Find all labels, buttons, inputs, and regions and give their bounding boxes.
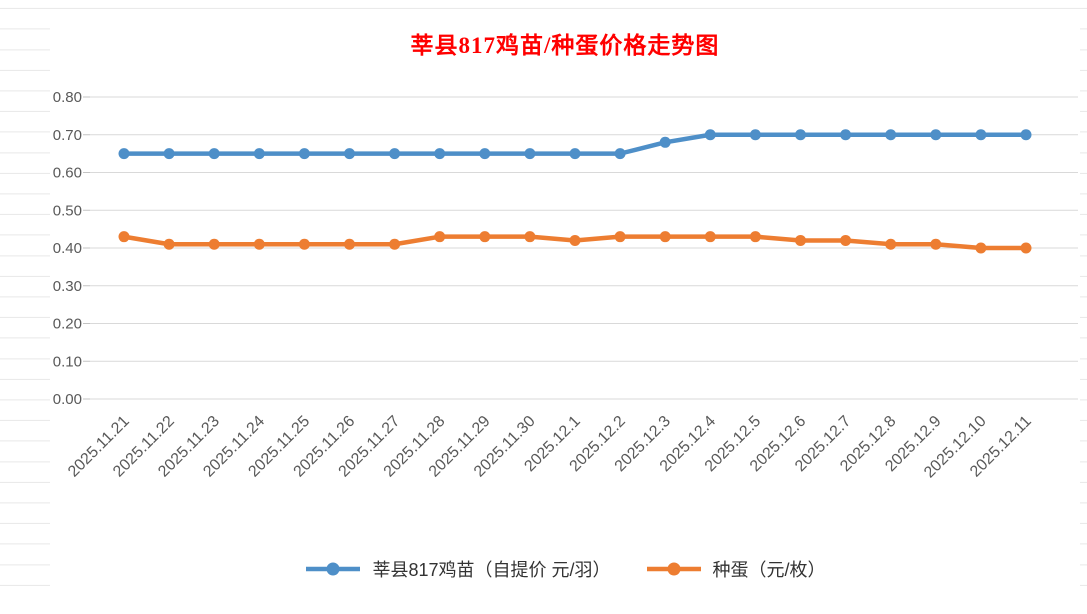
chart-area[interactable]: 莘县817鸡苗/种蛋价格走势图 0.00 0.10 0.20 0.30 0.40 0.50…: [50, 10, 1080, 604]
legend-item-egg-price: 种蛋（元/枚）: [645, 556, 826, 582]
svg-text:0.70: 0.70: [53, 127, 82, 144]
line-chart-plot: 0.000.100.200.300.400.500.600.700.802025…: [53, 89, 1078, 481]
svg-text:0.40: 0.40: [53, 240, 82, 257]
legend-label-chick-price: 莘县817鸡苗（自提价 元/羽）: [372, 560, 611, 580]
legend-item-chick-price: 莘县817鸡苗（自提价 元/羽）: [304, 556, 611, 582]
svg-text:0.60: 0.60: [53, 165, 82, 182]
legend-line-marker-icon: [306, 562, 361, 576]
legend-line-marker-icon: [646, 562, 701, 576]
svg-text:0.20: 0.20: [53, 316, 82, 333]
chart-legend: 莘县817鸡苗（自提价 元/羽） 种蛋（元/枚）: [50, 556, 1080, 582]
svg-text:0.10: 0.10: [53, 353, 82, 370]
svg-text:0.30: 0.30: [53, 278, 82, 295]
legend-label-egg-price: 种蛋（元/枚）: [712, 560, 826, 580]
svg-text:0.80: 0.80: [53, 89, 82, 106]
svg-text:0.50: 0.50: [53, 202, 82, 219]
svg-text:0.00: 0.00: [53, 391, 82, 408]
chart-title: 莘县817鸡苗/种蛋价格走势图: [410, 33, 720, 58]
